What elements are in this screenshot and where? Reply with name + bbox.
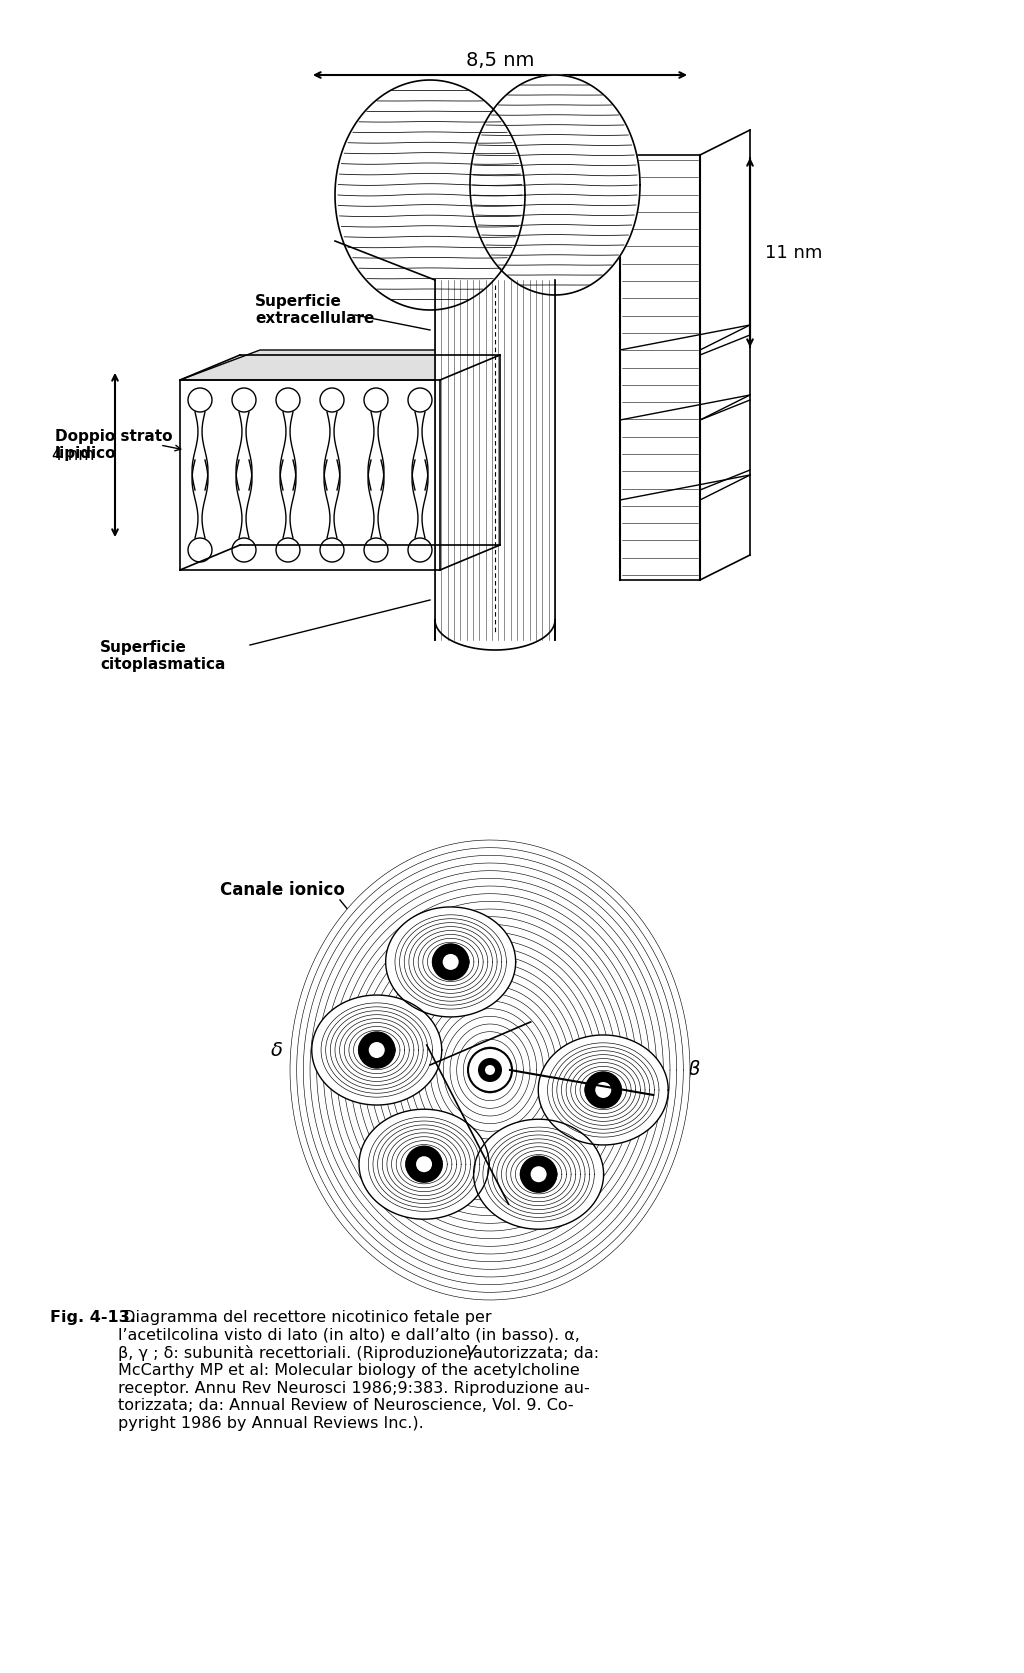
Circle shape [586,1072,622,1108]
Text: 4 nm: 4 nm [52,447,95,463]
Circle shape [478,1057,502,1082]
Circle shape [408,388,432,412]
Text: Diagramma del recettore nicotinico fetale per
l’acetilcolina visto di lato (in a: Diagramma del recettore nicotinico fetal… [118,1310,599,1430]
Circle shape [276,388,300,412]
Circle shape [232,539,256,562]
Circle shape [433,944,469,980]
Polygon shape [311,995,441,1106]
Polygon shape [539,1036,669,1144]
Text: Doppio strato
lipidico: Doppio strato lipidico [55,428,172,462]
Circle shape [276,539,300,562]
Text: 11 nm: 11 nm [765,244,822,261]
Text: α: α [589,982,602,1002]
Polygon shape [335,80,525,310]
Text: β: β [687,1061,699,1079]
Circle shape [468,1047,512,1092]
Circle shape [520,1156,557,1193]
Text: Canale ionico: Canale ionico [220,882,345,898]
Text: Superficie
extracellulare: Superficie extracellulare [255,294,375,326]
Text: 8,5 nm: 8,5 nm [466,50,535,70]
Text: γ: γ [464,1340,476,1360]
Circle shape [319,388,344,412]
Circle shape [364,539,388,562]
Polygon shape [470,75,640,294]
Circle shape [407,1146,442,1183]
FancyBboxPatch shape [435,279,555,641]
Text: Fig. 4-13.: Fig. 4-13. [50,1310,136,1325]
Text: δ: δ [270,1041,283,1059]
Polygon shape [474,1119,603,1230]
Circle shape [188,539,212,562]
Circle shape [369,1042,385,1057]
Polygon shape [359,1109,489,1220]
Circle shape [232,388,256,412]
Circle shape [485,1066,495,1076]
Circle shape [364,388,388,412]
Circle shape [408,539,432,562]
Circle shape [595,1082,611,1097]
Circle shape [416,1156,432,1173]
Polygon shape [386,907,516,1017]
Text: α: α [562,1104,575,1124]
Circle shape [188,388,212,412]
Polygon shape [290,840,690,1300]
Circle shape [319,539,344,562]
Text: Superficie
citoplasmatica: Superficie citoplasmatica [100,641,225,673]
Circle shape [530,1166,547,1183]
Circle shape [358,1032,394,1067]
Circle shape [442,954,459,970]
Polygon shape [180,350,520,380]
